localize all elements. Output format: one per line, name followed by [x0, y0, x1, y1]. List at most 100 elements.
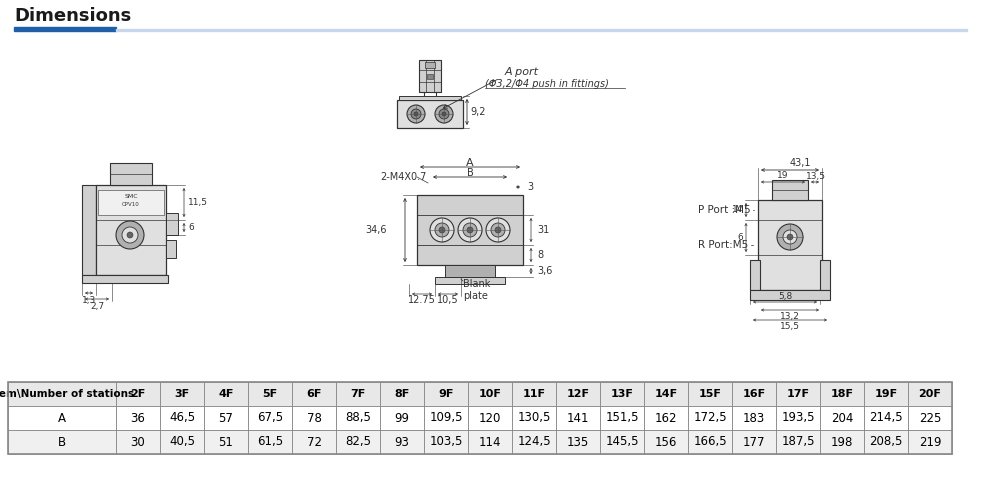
Bar	[556, 430, 600, 454]
Bar	[445, 265, 495, 277]
Text: 78: 78	[306, 411, 322, 424]
Text: 187,5: 187,5	[781, 435, 815, 448]
Bar	[600, 382, 644, 406]
Text: P Port :M5: P Port :M5	[698, 205, 750, 215]
Bar	[776, 382, 820, 406]
Text: 57: 57	[219, 411, 233, 424]
Bar	[292, 406, 336, 430]
Bar	[204, 406, 248, 430]
Circle shape	[467, 227, 473, 233]
Bar	[166, 240, 176, 258]
Text: 193,5: 193,5	[781, 411, 815, 424]
Text: 5,8: 5,8	[778, 292, 792, 300]
Text: 13F: 13F	[610, 389, 634, 399]
Text: (Φ3,2/Φ4 push in fittings): (Φ3,2/Φ4 push in fittings)	[485, 79, 609, 89]
Bar	[248, 382, 292, 406]
Bar	[864, 406, 908, 430]
Bar	[688, 382, 732, 406]
Text: 43,1: 43,1	[790, 158, 810, 168]
Bar	[688, 430, 732, 454]
Bar	[424, 382, 468, 406]
Bar	[292, 430, 336, 454]
Bar	[116, 406, 160, 430]
Circle shape	[486, 218, 510, 242]
Text: 162: 162	[654, 411, 677, 424]
Bar	[399, 96, 461, 100]
Bar	[248, 406, 292, 430]
Text: 204: 204	[831, 411, 853, 424]
Circle shape	[777, 224, 803, 250]
Text: Item\Number of stations: Item\Number of stations	[0, 389, 134, 399]
Circle shape	[435, 105, 453, 123]
Text: Dimensions: Dimensions	[14, 7, 131, 25]
Circle shape	[491, 223, 505, 237]
Text: 103,5: 103,5	[430, 435, 463, 448]
Bar	[732, 406, 776, 430]
Circle shape	[116, 221, 144, 249]
Text: 2F: 2F	[130, 389, 145, 399]
Bar	[424, 430, 468, 454]
Text: 183: 183	[743, 411, 765, 424]
Circle shape	[783, 230, 797, 244]
Bar	[600, 430, 644, 454]
Bar	[96, 185, 166, 275]
Bar	[512, 406, 556, 430]
Bar	[424, 406, 468, 430]
Bar	[820, 260, 830, 290]
Text: 30: 30	[130, 435, 145, 448]
Bar	[772, 180, 808, 200]
Bar	[14, 27, 116, 31]
Text: 82,5: 82,5	[345, 435, 371, 448]
Bar	[776, 406, 820, 430]
Text: 36: 36	[130, 411, 145, 424]
Text: CPV10: CPV10	[122, 203, 140, 207]
Bar	[864, 430, 908, 454]
Text: 19: 19	[777, 171, 789, 181]
Text: 2,7: 2,7	[90, 301, 104, 310]
Circle shape	[495, 227, 501, 233]
Text: 120: 120	[479, 411, 501, 424]
Circle shape	[411, 109, 421, 119]
Bar	[688, 406, 732, 430]
Bar	[600, 406, 644, 430]
Circle shape	[435, 223, 449, 237]
Bar	[336, 406, 380, 430]
Text: 11F: 11F	[523, 389, 545, 399]
Text: 156: 156	[654, 435, 677, 448]
Bar	[204, 430, 248, 454]
Bar	[380, 430, 424, 454]
Text: 177: 177	[743, 435, 765, 448]
Text: 40,5: 40,5	[169, 435, 195, 448]
Text: 166,5: 166,5	[694, 435, 727, 448]
Bar	[417, 195, 523, 265]
Text: 3: 3	[527, 182, 533, 192]
Text: A: A	[466, 158, 474, 168]
Circle shape	[463, 223, 477, 237]
Text: 225: 225	[919, 411, 941, 424]
Text: 1,3: 1,3	[81, 296, 96, 305]
Bar	[8, 382, 116, 406]
Text: 16F: 16F	[743, 389, 765, 399]
Text: 15F: 15F	[698, 389, 721, 399]
Text: 130,5: 130,5	[517, 411, 550, 424]
Text: 3F: 3F	[175, 389, 189, 399]
Text: 141: 141	[567, 411, 590, 424]
Bar	[82, 185, 96, 275]
Bar	[750, 260, 760, 290]
Text: 18F: 18F	[831, 389, 853, 399]
Bar	[644, 406, 688, 430]
Bar	[512, 430, 556, 454]
Text: 10,5: 10,5	[438, 295, 459, 305]
Text: 15,5: 15,5	[780, 322, 800, 331]
Bar	[397, 100, 463, 128]
Text: 214,5: 214,5	[869, 411, 903, 424]
Text: B: B	[467, 168, 474, 178]
Text: 219: 219	[919, 435, 941, 448]
Circle shape	[122, 227, 138, 243]
Text: 14: 14	[732, 205, 743, 215]
Bar	[512, 382, 556, 406]
Circle shape	[407, 105, 425, 123]
Bar	[908, 382, 952, 406]
Bar	[820, 382, 864, 406]
Bar	[820, 430, 864, 454]
